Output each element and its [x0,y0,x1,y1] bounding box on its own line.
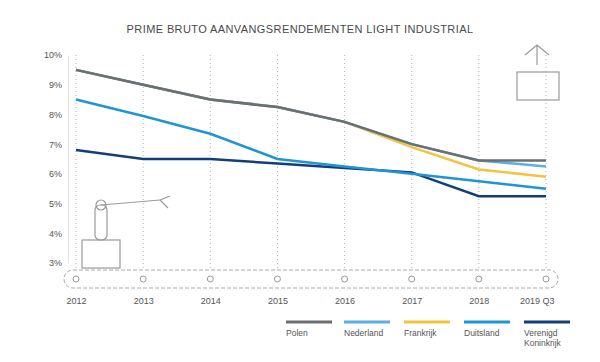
series-line [76,100,546,189]
legend-label: Nederland [344,328,383,338]
robot-gripper [160,196,170,208]
conveyor [64,270,558,288]
robot-joint [96,200,106,210]
series-line [76,150,546,196]
legend-item: Nederland [344,322,390,338]
x-tick: 2019 Q3 [520,296,555,306]
legend-swatch [404,321,450,324]
grid-line [76,55,77,268]
y-tick-label: 6% [49,169,62,179]
y-tick-label: 3% [49,258,62,268]
y-tick: 9% [49,80,68,90]
y-tick-label: 4% [49,229,62,239]
x-tick: 2015 [268,296,288,306]
robot-arm [101,200,160,205]
y-tick-label: 7% [49,140,62,150]
x-tick-label: 2012 [66,296,86,306]
grid-line [143,55,144,268]
y-tick: 6% [49,169,68,179]
legend-label: Polen [286,328,308,338]
legend-item: Verenigd Koninkrijk [524,322,570,348]
y-tick-label: 9% [49,80,62,90]
y-tick: 8% [49,110,68,120]
conveyor-roller [543,276,549,282]
legend-swatch [286,321,332,324]
legend-swatch [464,321,510,324]
crane-container [517,72,559,100]
conveyor-roller [476,276,482,282]
conveyor-roller [73,276,79,282]
legend: Polen Nederland Frankrijk Duitsland Verenigd… [286,322,570,348]
robot-icon [82,196,170,268]
robot-base [82,240,120,268]
grid-line [210,55,211,268]
legend-item: Frankrijk [404,322,450,338]
x-tick-label: 2013 [134,296,154,306]
x-tick: 2018 [469,296,489,306]
crane-hook [525,45,549,65]
grid [76,55,546,268]
x-axis: 2012 2013 2014 2015 2016 2017 2018 2019 Q3 [66,296,554,306]
conveyor-roller [274,276,280,282]
crane-icon [517,45,559,100]
x-tick-label: 2019 Q3 [520,296,555,306]
conveyor-roller [342,276,348,282]
legend-item: Duitsland [464,322,510,338]
x-tick-label: 2016 [335,296,355,306]
conveyor-roller [409,276,415,282]
legend-label: Frankrijk [404,328,437,338]
grid-line [277,55,278,268]
title: PRIME BRUTO AANVANGSRENDEMENTEN LIGHT IN… [127,23,474,35]
y-tick: 3% [49,258,68,268]
x-tick: 2016 [335,296,355,306]
conveyor-roller [140,276,146,282]
x-tick-label: 2014 [201,296,221,306]
legend-item: Polen [286,322,332,338]
x-tick: 2017 [402,296,422,306]
legend-swatch [524,321,570,324]
y-tick: 5% [49,199,68,209]
x-tick: 2013 [134,296,154,306]
y-tick: 10% [44,50,68,60]
y-tick: 4% [49,229,68,239]
y-tick-label: 10% [44,50,62,60]
y-axis-line [68,56,69,264]
x-tick-label: 2017 [402,296,422,306]
x-tick: 2014 [201,296,221,306]
y-axis: 3% 4% 5% 6% 7% 8% 9% 10% [44,50,69,268]
plot-area [76,70,546,196]
x-tick: 2012 [66,296,86,306]
series-line [76,70,546,161]
x-tick-label: 2018 [469,296,489,306]
y-tick-label: 8% [49,110,62,120]
grid-line [411,55,412,268]
legend-swatch [344,321,390,324]
y-tick-label: 5% [49,199,62,209]
legend-label: Verenigd Koninkrijk [524,328,562,348]
conveyor-belt [64,270,558,288]
series-line [76,70,546,167]
chart: PRIME BRUTO AANVANGSRENDEMENTEN LIGHT IN… [0,0,600,362]
conveyor-roller [207,276,213,282]
legend-label: Duitsland [464,328,500,338]
y-tick: 7% [49,140,68,150]
series-line [76,70,546,177]
grid-line [344,55,345,268]
x-tick-label: 2015 [268,296,288,306]
